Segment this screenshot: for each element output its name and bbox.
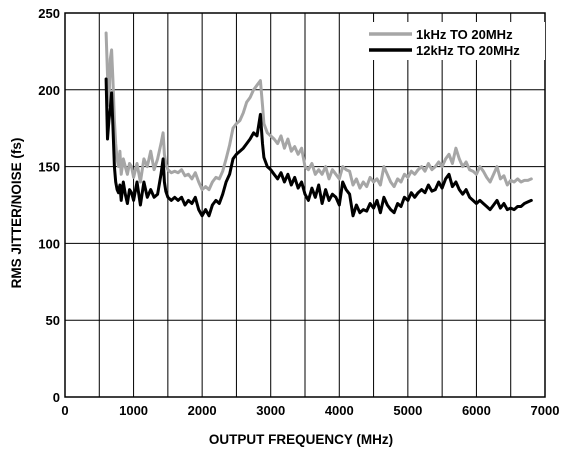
series-line-1 (104, 31, 533, 192)
legend-background (365, 22, 545, 60)
plot-frame (64, 12, 546, 398)
x-tick-label: 7000 (531, 403, 560, 418)
series-layer (104, 31, 533, 218)
x-axis-ticks: 0 1000 2000 3000 4000 5000 6000 7000 (61, 403, 559, 418)
y-tick-label: 100 (38, 236, 60, 251)
legend-label-series-2: 12kHz TO 20MHz (416, 43, 520, 58)
y-tick-label: 150 (38, 160, 60, 175)
legend: 1kHz TO 20MHz 12kHz TO 20MHz (365, 22, 545, 60)
y-axis-title: RMS JITTER/NOISE (fs) (9, 138, 24, 289)
x-tick-label: 5000 (393, 403, 422, 418)
x-tick-label: 6000 (462, 403, 491, 418)
y-axis-ticks: 0 50 100 150 200 250 (38, 6, 60, 405)
legend-label-series-1: 1kHz TO 20MHz (416, 27, 513, 42)
grid-lines (65, 13, 545, 397)
x-tick-label: 3000 (256, 403, 285, 418)
x-tick-label: 4000 (325, 403, 354, 418)
y-tick-label: 250 (38, 6, 60, 21)
x-tick-label: 1000 (119, 403, 148, 418)
series-line-2 (104, 77, 533, 218)
y-tick-label: 50 (46, 313, 60, 328)
y-tick-label: 200 (38, 83, 60, 98)
x-tick-label: 2000 (188, 403, 217, 418)
y-tick-label: 0 (53, 390, 60, 405)
x-axis-title: OUTPUT FREQUENCY (MHz) (209, 432, 393, 447)
x-tick-label: 0 (61, 403, 68, 418)
